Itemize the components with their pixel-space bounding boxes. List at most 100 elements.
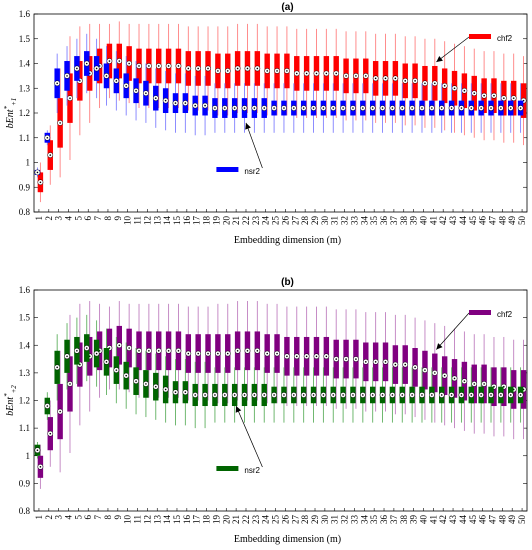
chf2-median-dot <box>305 355 308 358</box>
legend-nsr2: nsr2 <box>216 122 263 176</box>
chf2-median-dot <box>276 70 278 72</box>
x-tick-label: 12 <box>142 216 152 225</box>
chf2-median-dot <box>128 347 130 349</box>
x-tick-label: 34 <box>359 515 369 525</box>
x-tick-label: 31 <box>330 216 340 225</box>
legend-arrow-line <box>235 405 263 468</box>
x-tick-label: 41 <box>428 216 438 225</box>
chf2-median-dot <box>453 377 456 380</box>
chf2-median-dot <box>138 65 140 67</box>
nsr2-median-dot <box>46 405 49 407</box>
legend-arrow-line <box>436 312 470 350</box>
x-tick-label: 48 <box>497 216 507 226</box>
chf2-median-dot <box>305 72 308 75</box>
chf2-median-dot <box>404 363 407 366</box>
nsr2-median-dot <box>56 366 58 369</box>
legend-swatch <box>216 466 239 471</box>
x-tick-label: 47 <box>487 515 497 525</box>
chf2-median-dot <box>167 65 170 67</box>
nsr2-median-dot <box>391 107 394 109</box>
y-tick-label: 1.4 <box>19 59 31 69</box>
legend-swatch <box>469 310 491 315</box>
nsr2-median-dot <box>519 394 522 396</box>
y-tick-label: 0.8 <box>19 506 31 516</box>
x-tick-label: 11 <box>133 515 143 524</box>
x-tick-label: 21 <box>231 216 241 225</box>
chf2-median-dot <box>493 94 495 97</box>
nsr2-median-dot <box>371 107 374 109</box>
x-tick-label: 41 <box>428 515 438 524</box>
x-tick-label: 19 <box>211 216 221 226</box>
nsr2-median-dot <box>194 104 197 107</box>
x-tick-label: 13 <box>152 216 162 226</box>
x-tick-label: 29 <box>310 515 320 525</box>
nsr2-median-dot <box>164 99 167 102</box>
chf2-median-dot <box>59 410 61 413</box>
x-tick-label: 1 <box>34 515 44 520</box>
nsr2-median-dot <box>56 82 58 85</box>
x-tick-label: 28 <box>300 515 310 525</box>
chf2-median-dot <box>434 82 436 85</box>
x-tick-label: 27 <box>290 515 300 525</box>
chf2-median-dot <box>463 380 466 382</box>
y-axis-label: bEnt*+2 <box>3 385 18 416</box>
nsr2-median-dot <box>46 136 49 139</box>
x-tick-label: 15 <box>172 216 182 226</box>
legend-label: nsr2 <box>244 167 260 176</box>
x-tick-label: 23 <box>251 515 261 525</box>
x-tick-label: 33 <box>349 216 359 226</box>
chf2-median-dot <box>118 60 121 62</box>
nsr2-median-dot <box>322 107 325 109</box>
nsr2-median-dot <box>76 67 78 70</box>
chf2-median-dot <box>443 84 446 87</box>
x-tick-label: 26 <box>280 216 290 226</box>
nsr2-median-dot <box>253 394 256 396</box>
nsr2-median-dot <box>125 374 127 377</box>
chf2-median-dot <box>345 358 347 360</box>
x-tick-label: 12 <box>142 515 152 524</box>
chf2-median-dot <box>295 355 298 358</box>
x-tick-label: 39 <box>409 216 419 226</box>
chf2-median-dot <box>503 97 505 99</box>
chf2-median-dot <box>266 352 268 355</box>
nsr2-median-dot <box>36 449 39 452</box>
chf2-median-dot <box>453 87 456 90</box>
x-tick-label: 20 <box>221 216 231 226</box>
y-tick-label: 1 <box>26 158 31 168</box>
nsr2-median-dot <box>273 394 275 396</box>
x-tick-label: 8 <box>103 515 113 520</box>
chf2-median-dot <box>197 352 199 355</box>
nsr2-median-dot <box>273 107 275 109</box>
nsr2-median-dot <box>509 394 512 396</box>
legend-nsr2: nsr2 <box>216 405 263 475</box>
y-tick-label: 0.8 <box>19 207 31 217</box>
nsr2-median-dot <box>293 394 295 396</box>
x-tick-label: 10 <box>123 515 133 525</box>
x-tick-label: 25 <box>271 515 281 525</box>
nsr2-median-dot <box>233 394 236 396</box>
nsr2-median-dot <box>36 171 39 174</box>
chf2-median-dot <box>374 361 377 363</box>
x-tick-label: 45 <box>468 515 478 525</box>
chf2-median-dot <box>217 352 219 355</box>
y-tick-label: 1.1 <box>19 423 30 433</box>
nsr2-median-dot <box>283 394 285 396</box>
nsr2-median-dot <box>431 107 433 109</box>
nsr2-median-dot <box>381 107 384 109</box>
chf2-median-dot <box>384 77 387 80</box>
x-tick-label: 47 <box>487 216 497 226</box>
chf2-median-dot <box>434 372 436 374</box>
x-tick-label: 36 <box>379 515 389 525</box>
x-tick-label: 43 <box>448 515 458 525</box>
chf2-median-dot <box>374 77 377 80</box>
nsr2-median-dot <box>223 394 226 396</box>
nsr2-median-dot <box>470 107 473 109</box>
nsr2-median-dot <box>184 102 187 104</box>
nsr2-median-dot <box>411 107 413 109</box>
nsr2-median-dot <box>490 107 492 109</box>
nsr2-median-dot <box>135 380 137 382</box>
x-tick-label: 22 <box>241 216 251 225</box>
nsr2-median-dot <box>401 107 404 109</box>
